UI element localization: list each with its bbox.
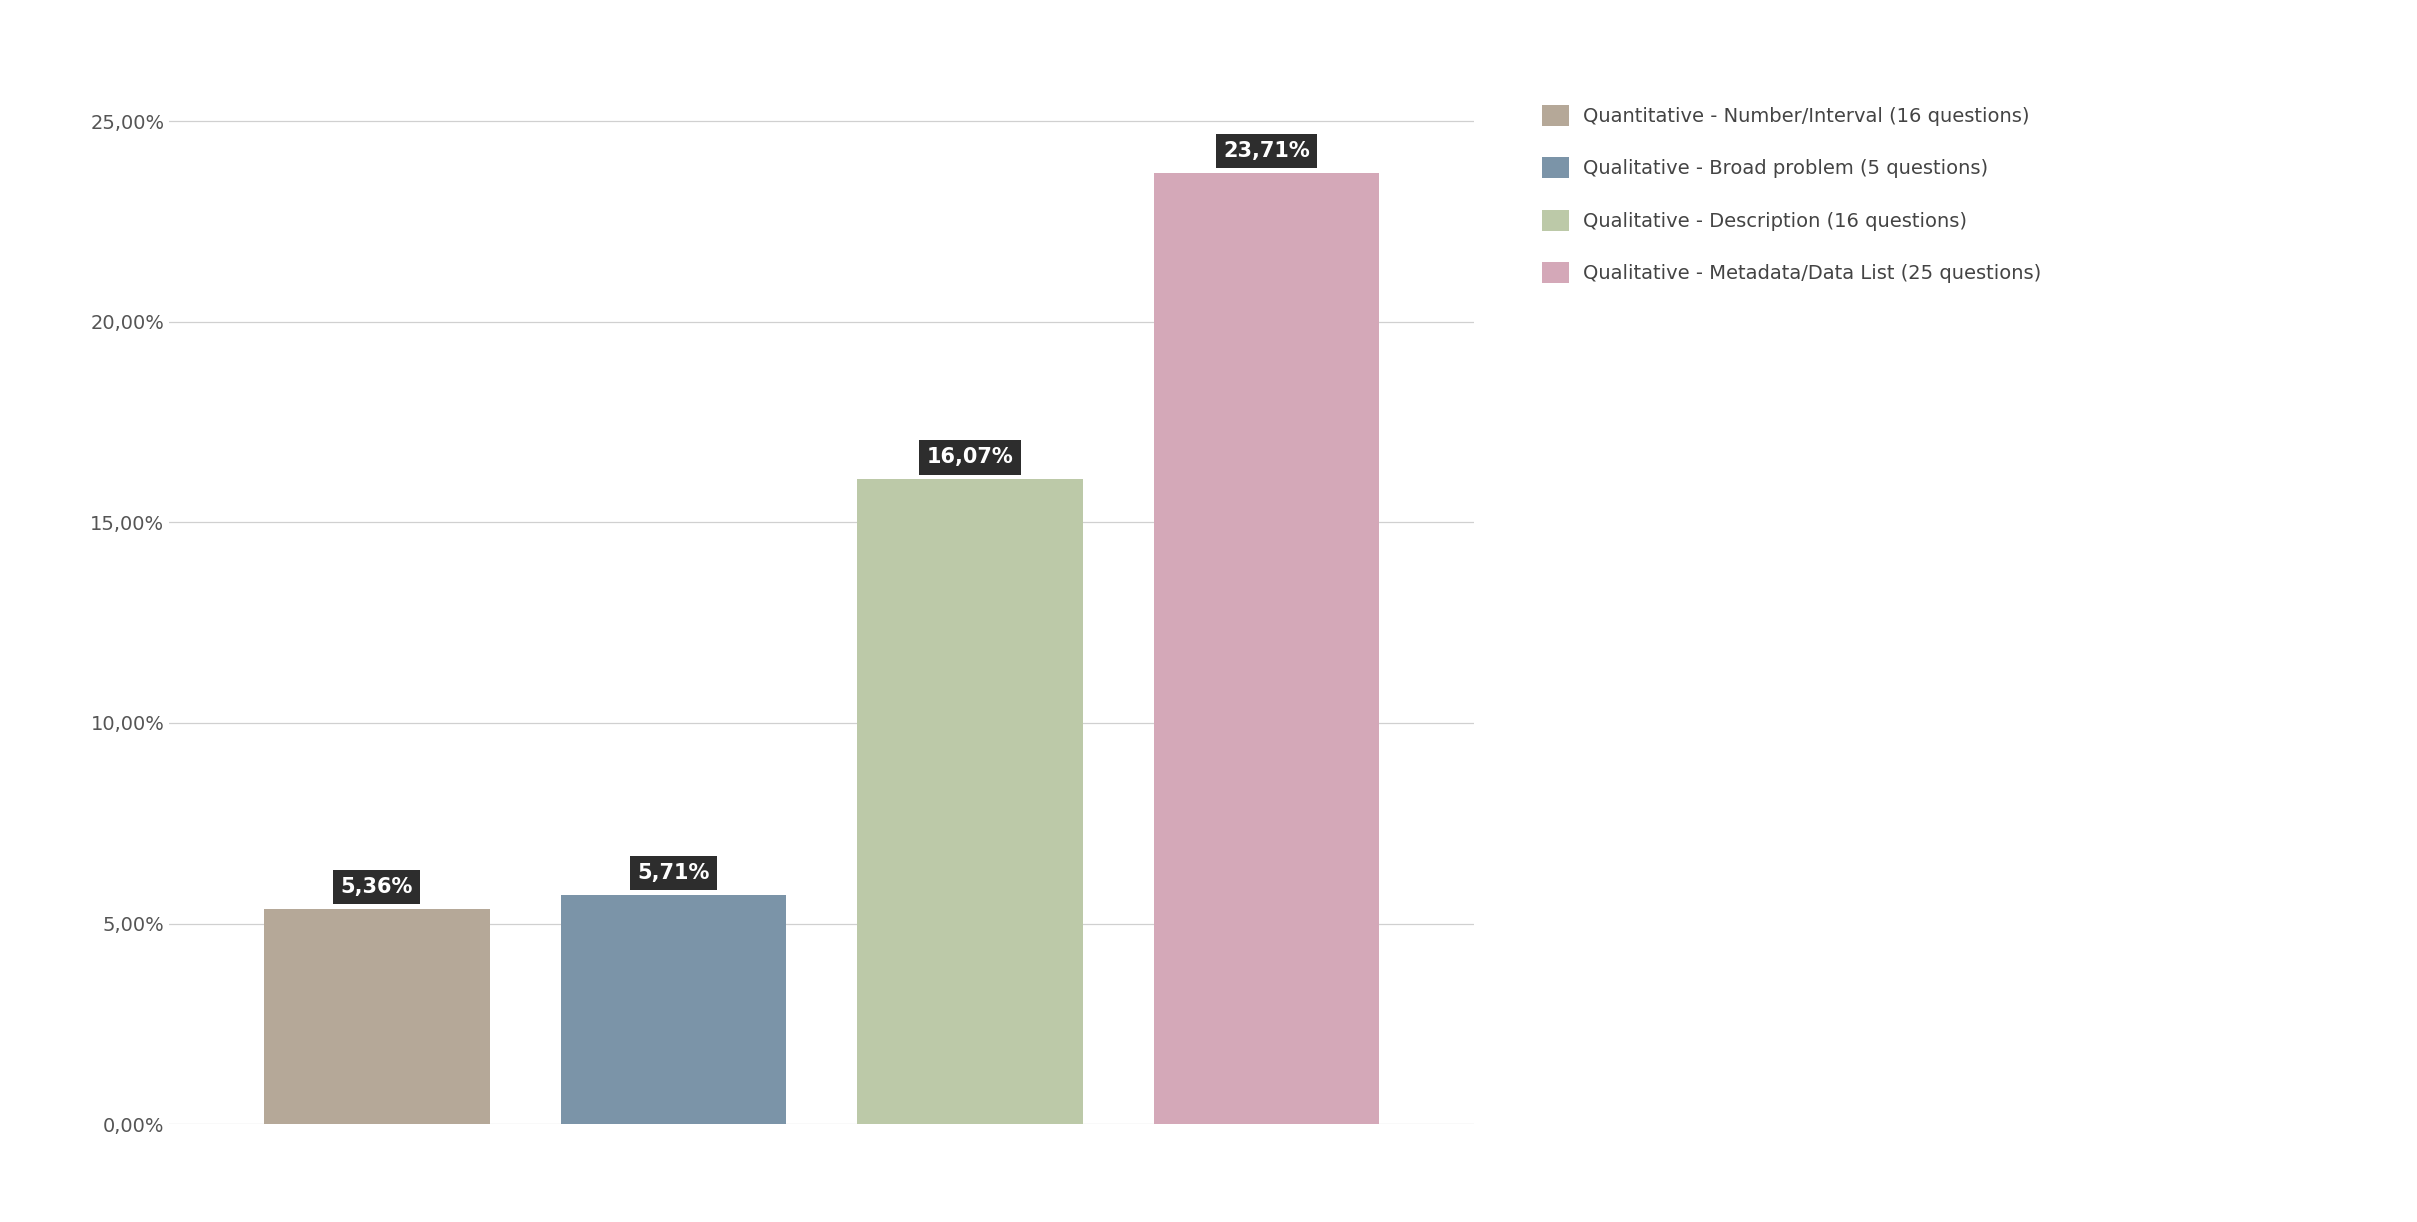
Bar [263,909,491,1124]
Bar [561,896,786,1124]
Text: 16,07%: 16,07% [926,447,1013,467]
Legend: Quantitative - Number/Interval (16 questions), Qualitative - Broad problem (5 qu: Quantitative - Number/Interval (16 quest… [1532,95,2052,293]
Bar [1153,172,1380,1124]
Text: 5,36%: 5,36% [341,877,413,897]
Text: 23,71%: 23,71% [1223,141,1310,161]
Bar [858,479,1083,1124]
Text: 5,71%: 5,71% [638,863,711,884]
